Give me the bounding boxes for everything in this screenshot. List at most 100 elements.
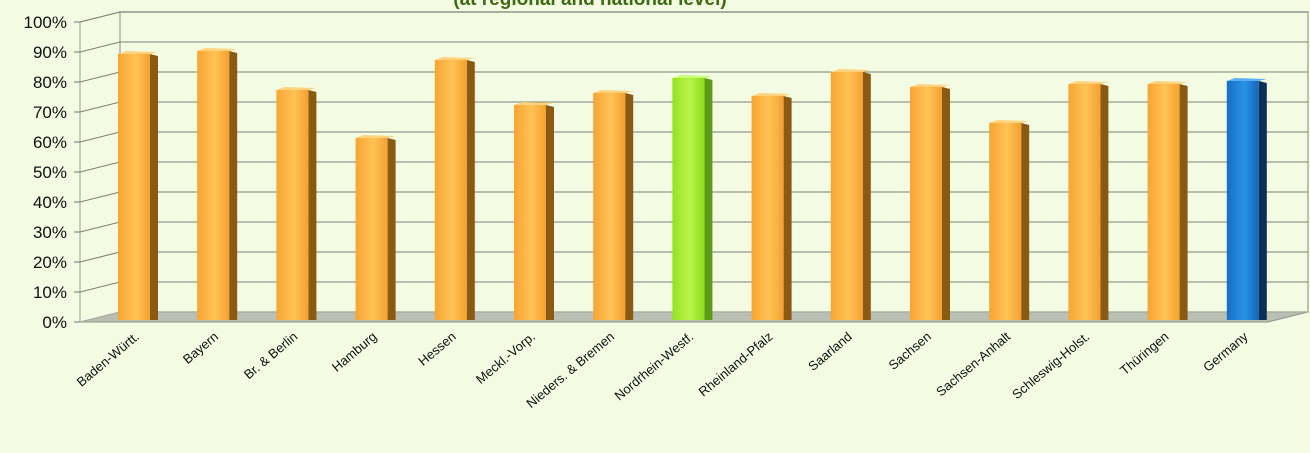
bar-group: [672, 75, 713, 320]
bar-side: [704, 78, 713, 320]
bar-side: [1100, 84, 1109, 320]
bar-group: [1068, 81, 1109, 320]
bar-group: [593, 90, 634, 320]
bar-side: [150, 54, 158, 320]
x-tick-label: Hamburg: [329, 329, 380, 375]
x-tick-label: Nordrhein-Westf.: [612, 329, 697, 403]
x-tick-label: Rheinland-Pfalz: [696, 329, 776, 399]
bar-side: [466, 60, 475, 320]
gridline-side: [79, 221, 121, 233]
y-tick-label: 30%: [33, 223, 67, 242]
gridlines: [79, 11, 1308, 293]
bar: [1226, 81, 1259, 320]
bar-group: [1226, 78, 1267, 320]
bar-top: [197, 48, 238, 51]
x-tick-label: Br. & Berlin: [241, 329, 300, 382]
bar: [1068, 84, 1101, 320]
bar-side: [942, 87, 950, 320]
y-tick-label: 60%: [33, 133, 67, 152]
y-tick-label: 40%: [33, 193, 67, 212]
bar: [910, 87, 942, 320]
bar-group: [910, 84, 950, 320]
x-tick-label: Schleswig-Holst.: [1009, 329, 1092, 402]
bar-side: [625, 93, 634, 320]
bar-top: [672, 75, 713, 78]
bar-group: [355, 135, 396, 320]
y-tick-label: 70%: [33, 103, 67, 122]
x-tick-label: Baden-Württ.: [74, 329, 142, 390]
bar-side: [1258, 81, 1267, 320]
gridline-side: [79, 191, 121, 203]
bar-top: [830, 69, 871, 72]
y-tick-label: 90%: [33, 43, 67, 62]
x-tick-label: Meckl.-Vorp.: [473, 329, 538, 387]
bar-top: [1147, 81, 1188, 84]
bar-side: [862, 72, 871, 320]
gridline-side: [79, 11, 121, 23]
bar-side: [229, 51, 238, 320]
bar: [514, 105, 546, 320]
bar: [593, 93, 626, 320]
bar-top: [1068, 81, 1109, 84]
x-tick-label: Thüringen: [1117, 329, 1171, 378]
bar-top: [118, 51, 158, 54]
gridline-side: [79, 41, 121, 53]
bar-top: [514, 102, 554, 105]
y-tick-label: 20%: [33, 253, 67, 272]
gridline-side: [79, 71, 121, 83]
bar-group: [434, 57, 475, 320]
x-tick-label: Sachsen: [886, 329, 934, 373]
bar: [197, 51, 230, 320]
bar: [276, 90, 309, 320]
bar-side: [546, 105, 554, 320]
bar-side: [387, 138, 396, 320]
bar-side: [1179, 84, 1188, 320]
bar-top: [910, 84, 950, 87]
bar: [672, 78, 705, 320]
bar: [118, 54, 150, 320]
gridline-side: [79, 101, 121, 113]
y-axis-ticks: 0% 10% 20% 30% 40% 50% 60% 70% 80% 90% 100%: [24, 13, 80, 332]
bar-side: [308, 90, 317, 320]
y-tick-label: 100%: [24, 13, 67, 32]
bar-top: [276, 87, 317, 90]
x-tick-label: Sachsen-Anhalt: [933, 329, 1013, 400]
bar-top: [1226, 78, 1267, 81]
bar: [830, 72, 863, 320]
bar-group: [197, 48, 238, 320]
gridline-side: [79, 131, 121, 143]
y-tick-label: 10%: [33, 283, 67, 302]
y-tick-label: 50%: [33, 163, 67, 182]
bar-top: [434, 57, 475, 60]
bar: [355, 138, 388, 320]
bar-group: [830, 69, 871, 320]
bar-top: [989, 120, 1030, 123]
y-tick-label: 80%: [33, 73, 67, 92]
bars: [118, 48, 1267, 320]
bar-side: [1021, 123, 1030, 320]
bar-top: [751, 93, 792, 96]
bar-group: [751, 93, 792, 320]
gridline-side: [79, 281, 121, 293]
x-tick-label: Germany: [1200, 328, 1251, 374]
chart-title: (at regional and national level): [453, 0, 726, 10]
x-tick-label: Bayern: [180, 329, 221, 367]
bar-top: [593, 90, 634, 93]
x-tick-label: Nieders. & Bremen: [523, 329, 617, 411]
bar-group: [276, 87, 317, 320]
x-tick-label: Hessen: [415, 329, 458, 369]
y-tick-label: 0%: [42, 313, 67, 332]
bar-side: [783, 96, 792, 320]
bar: [1147, 84, 1180, 320]
bar-group: [989, 120, 1030, 320]
bar: [751, 96, 784, 320]
gridline-side: [79, 161, 121, 173]
bar: [434, 60, 467, 320]
bar-group: [1147, 81, 1188, 320]
x-axis-labels: Baden-Württ. Bayern Br. & Berlin Hamburg Hes…: [74, 328, 1251, 410]
bar-top: [355, 135, 396, 138]
gridline-side: [79, 251, 121, 263]
bar-group: [514, 102, 554, 320]
bar-group: [118, 51, 158, 320]
